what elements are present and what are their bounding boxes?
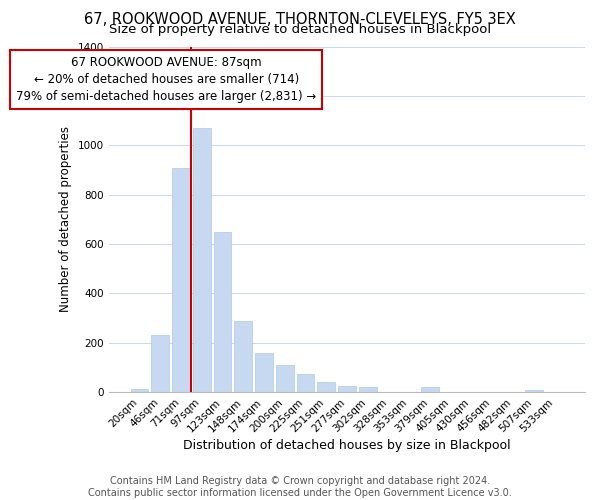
Bar [131,388,148,392]
Bar [359,387,377,392]
Bar [214,232,232,392]
Bar [276,365,293,392]
Bar [338,386,356,392]
X-axis label: Distribution of detached houses by size in Blackpool: Distribution of detached houses by size … [183,440,511,452]
Y-axis label: Number of detached properties: Number of detached properties [59,126,73,312]
Text: Size of property relative to detached houses in Blackpool: Size of property relative to detached ho… [109,22,491,36]
Bar [235,320,252,392]
Bar [151,336,169,392]
Bar [172,168,190,392]
Bar [317,382,335,392]
Text: Contains HM Land Registry data © Crown copyright and database right 2024.
Contai: Contains HM Land Registry data © Crown c… [88,476,512,498]
Bar [255,352,273,392]
Bar [421,388,439,392]
Bar [193,128,211,392]
Text: 67 ROOKWOOD AVENUE: 87sqm
← 20% of detached houses are smaller (714)
79% of semi: 67 ROOKWOOD AVENUE: 87sqm ← 20% of detac… [16,56,317,104]
Bar [525,390,542,392]
Bar [296,374,314,392]
Text: 67, ROOKWOOD AVENUE, THORNTON-CLEVELEYS, FY5 3EX: 67, ROOKWOOD AVENUE, THORNTON-CLEVELEYS,… [84,12,516,28]
